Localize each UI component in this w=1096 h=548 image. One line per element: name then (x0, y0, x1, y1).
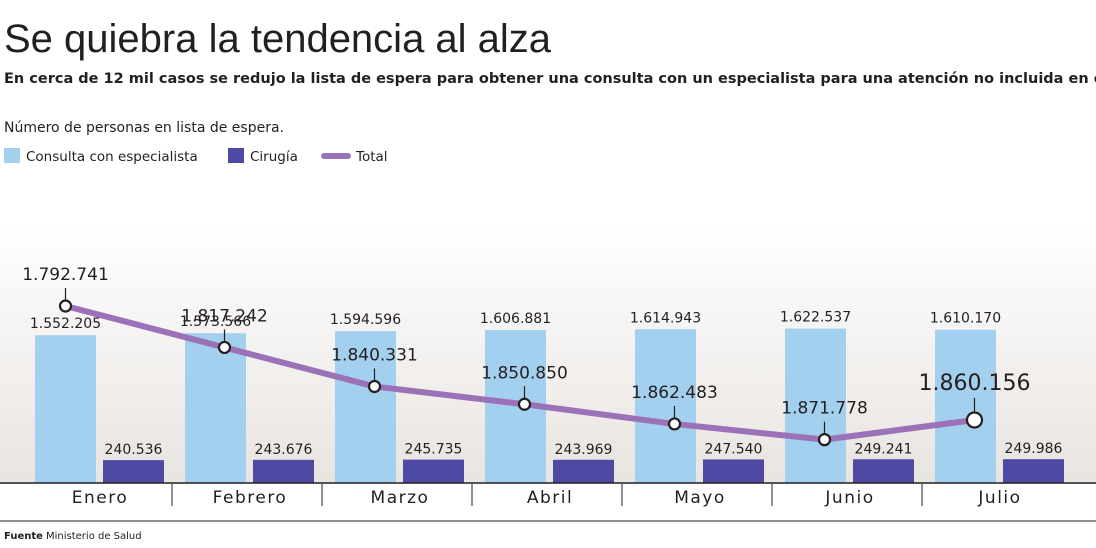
bar-cirugia-marzo (403, 459, 464, 483)
x-tick-label-mayo: Mayo (674, 488, 726, 508)
bar-label-cirugia-febrero: 243.676 (255, 442, 313, 458)
total-label-abril: 1.850.850 (481, 363, 568, 383)
bar-label-consulta-julio: 1.610.170 (930, 311, 1001, 327)
bar-consulta-enero (35, 335, 96, 483)
bar-cirugia-enero (103, 460, 164, 483)
x-tick-label-abril: Abril (527, 488, 573, 508)
chart-subtitle: En cerca de 12 mil casos se redujo la li… (4, 71, 1096, 87)
bar-label-cirugia-junio: 249.241 (855, 441, 913, 457)
total-label-febrero: 1.817.242 (181, 306, 268, 326)
plot-background (0, 225, 1096, 483)
bar-label-cirugia-julio: 249.986 (1005, 441, 1063, 457)
legend-label-cirugia: Cirugía (250, 149, 298, 165)
total-point-enero (58, 299, 73, 313)
bar-cirugia-febrero (253, 459, 314, 483)
bar-label-consulta-marzo: 1.594.596 (330, 312, 401, 328)
x-tick-label-marzo: Marzo (371, 488, 430, 508)
legend-swatch-consulta (4, 148, 20, 163)
bar-label-consulta-junio: 1.622.537 (780, 310, 851, 326)
bar-label-cirugia-enero: 240.536 (105, 442, 163, 458)
total-label-mayo: 1.862.483 (631, 383, 718, 403)
bar-consulta-julio (935, 329, 996, 483)
bar-consulta-marzo (335, 331, 396, 483)
total-point-febrero (217, 340, 232, 355)
total-point-julio (965, 411, 984, 429)
total-point-marzo (367, 379, 382, 394)
total-label-junio: 1.871.778 (781, 399, 868, 419)
bar-cirugia-junio (853, 459, 914, 483)
bar-label-consulta-mayo: 1.614.943 (630, 310, 701, 326)
total-point-abril (517, 397, 532, 411)
legend: Consulta con especialista Cirugía Total (4, 148, 388, 165)
legend-label-consulta: Consulta con especialista (26, 149, 198, 165)
bar-label-consulta-febrero: 1.573.566 (180, 314, 251, 330)
x-tick-label-febrero: Febrero (213, 488, 288, 508)
bar-cirugia-julio (1003, 459, 1064, 483)
x-tick-label-julio: Julio (977, 488, 1021, 508)
source-text: Ministerio de Salud (46, 531, 142, 542)
legend-swatch-cirugia (228, 148, 244, 163)
source-label: Fuente (4, 531, 43, 542)
x-tick-label-junio: Junio (824, 488, 874, 508)
total-line-group: 1.792.741 1.817.242 1.840.331 1.850.850 1.86… (22, 265, 1031, 447)
total-point-mayo (667, 417, 682, 431)
bar-consulta-mayo (635, 329, 696, 483)
total-label-julio: 1.860.156 (919, 371, 1031, 396)
total-label-enero: 1.792.741 (22, 265, 109, 285)
chart-title: Se quiebra la tendencia al alza (4, 17, 552, 61)
bar-label-cirugia-abril: 243.969 (555, 442, 613, 458)
x-tick-label-enero: Enero (72, 488, 129, 508)
bar-label-consulta-enero: 1.552.205 (30, 316, 101, 332)
total-point-junio (817, 433, 832, 447)
legend-label-total: Total (355, 149, 388, 165)
bar-consulta-junio (785, 328, 846, 483)
bar-cirugia-mayo (703, 459, 764, 483)
bar-consulta-febrero (185, 333, 246, 483)
bar-label-cirugia-marzo: 245.735 (405, 442, 463, 458)
bars: 1.552.205 240.536 1.573.566 243.676 1.594.59… (30, 310, 1064, 483)
measure-label: Número de personas en lista de espera. (4, 120, 284, 136)
bar-label-consulta-abril: 1.606.881 (480, 311, 551, 327)
bar-cirugia-abril (553, 459, 614, 483)
total-label-marzo: 1.840.331 (331, 345, 418, 365)
bar-label-cirugia-mayo: 247.540 (705, 441, 763, 457)
x-axis: Enero Febrero Marzo Abril Mayo Junio Julio (72, 484, 1021, 508)
